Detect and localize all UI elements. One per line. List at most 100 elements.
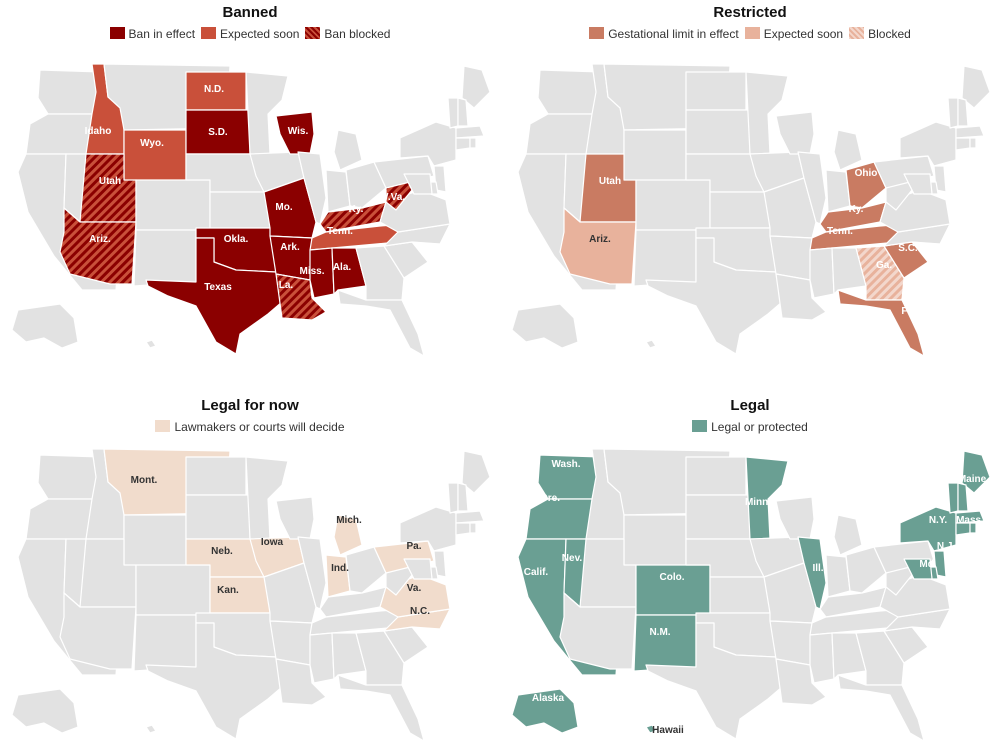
legend-label: Ban in effect (128, 27, 196, 41)
state-ak (11, 303, 79, 349)
legend-swatch (109, 27, 125, 39)
state-label: Minn. (745, 497, 771, 508)
state-label: Mo. (275, 202, 292, 213)
state-label: Alaska (532, 693, 565, 704)
state-oh (345, 546, 387, 594)
state-ma (955, 125, 985, 139)
state-ny (899, 121, 957, 167)
legend-item: Expected soon (201, 27, 299, 41)
panel-legal: Legal Legal or protected Wash. Ore. Calif.… (500, 393, 1000, 741)
state-wi (275, 496, 315, 540)
state-label: Mich. (336, 515, 362, 526)
legend-swatch (201, 27, 217, 39)
state-az (559, 592, 637, 670)
state-label: Ariz. (89, 234, 111, 245)
state-al (831, 632, 867, 680)
state-label: Texas (204, 282, 232, 293)
state-ak (11, 688, 79, 734)
state-mi (833, 129, 863, 171)
state-az (59, 207, 137, 285)
state-nh (457, 97, 469, 127)
state-oh (345, 161, 387, 209)
state-label: W.Va. (379, 192, 405, 203)
state-sd (685, 494, 751, 540)
state-vt (947, 482, 959, 514)
panel-title: Legal for now (201, 397, 299, 414)
state-label: Ariz. (589, 234, 611, 245)
state-hi (645, 724, 657, 734)
state-mn (245, 71, 289, 155)
state-label: Okla. (224, 234, 249, 245)
state-ct (455, 522, 471, 536)
state-label: Ore. (540, 493, 560, 504)
legend-item: Ban in effect (109, 27, 196, 41)
state-ri (469, 522, 477, 534)
legend: Lawmakers or courts will decide (0, 420, 500, 434)
legend-item: Blocked (849, 27, 911, 41)
state-ri (969, 522, 977, 534)
state-oh (845, 161, 887, 209)
state-label: Ill. (812, 563, 823, 574)
state-nh (957, 97, 969, 127)
state-label: N.D. (204, 84, 224, 95)
state-mi (333, 129, 363, 171)
state-label: S.C. (898, 243, 918, 254)
state-md (403, 558, 433, 580)
state-ms (809, 247, 835, 299)
state-ct (455, 137, 471, 151)
state-nh (457, 482, 469, 512)
state-label: Utah (99, 176, 121, 187)
state-nm (133, 229, 197, 287)
state-co (635, 179, 711, 231)
state-label: N.M. (649, 627, 670, 638)
legend-label: Gestational limit in effect (608, 27, 739, 41)
state-ak (511, 688, 579, 734)
state-sd (685, 109, 751, 155)
state-ma (455, 510, 485, 524)
state-tx (145, 622, 283, 740)
legend-label: Legal or protected (711, 420, 808, 434)
legend-item: Gestational limit in effect (589, 27, 739, 41)
state-co (135, 564, 211, 616)
legend: Gestational limit in effect Expected soon… (500, 27, 1000, 41)
panel-restricted: Restricted Gestational limit in effect Ex… (500, 0, 1000, 370)
state-wa (37, 454, 103, 500)
state-ny (399, 506, 457, 552)
state-vt (447, 97, 459, 129)
state-ny (899, 506, 957, 552)
state-me (961, 450, 991, 494)
state-ct (955, 137, 971, 151)
state-label: S.D. (208, 127, 228, 138)
legend-swatch (744, 27, 760, 39)
state-mi (833, 514, 863, 556)
legend-swatch (589, 27, 605, 39)
state-ak (511, 303, 579, 349)
legend-item: Lawmakers or courts will decide (155, 420, 345, 434)
state-label: Md. (919, 559, 936, 570)
state-sd (185, 494, 251, 540)
state-md (903, 173, 933, 195)
state-label: Utah (599, 176, 621, 187)
legend-label: Expected soon (220, 27, 300, 41)
state-nd (685, 456, 747, 496)
state-label: Fla. (901, 306, 918, 317)
state-label: N.Y. (929, 515, 948, 526)
state-label: Maine (958, 474, 987, 485)
state-label: Miss. (299, 266, 324, 277)
state-label: Kan. (217, 585, 239, 596)
state-label: Tenn. (827, 226, 853, 237)
legend-item: Expected soon (744, 27, 843, 41)
state-ri (469, 137, 477, 149)
state-label: La. (279, 280, 294, 291)
state-nm (133, 614, 197, 672)
state-az (59, 592, 137, 670)
state-ar (769, 620, 813, 666)
state-fl (337, 674, 425, 741)
legend-swatch (305, 27, 321, 39)
legend-swatch (155, 420, 171, 432)
state-ks (209, 191, 271, 229)
state-label: Wash. (551, 459, 580, 470)
state-wy (123, 514, 187, 568)
state-label: N.J. (937, 541, 956, 552)
state-al (331, 632, 367, 680)
